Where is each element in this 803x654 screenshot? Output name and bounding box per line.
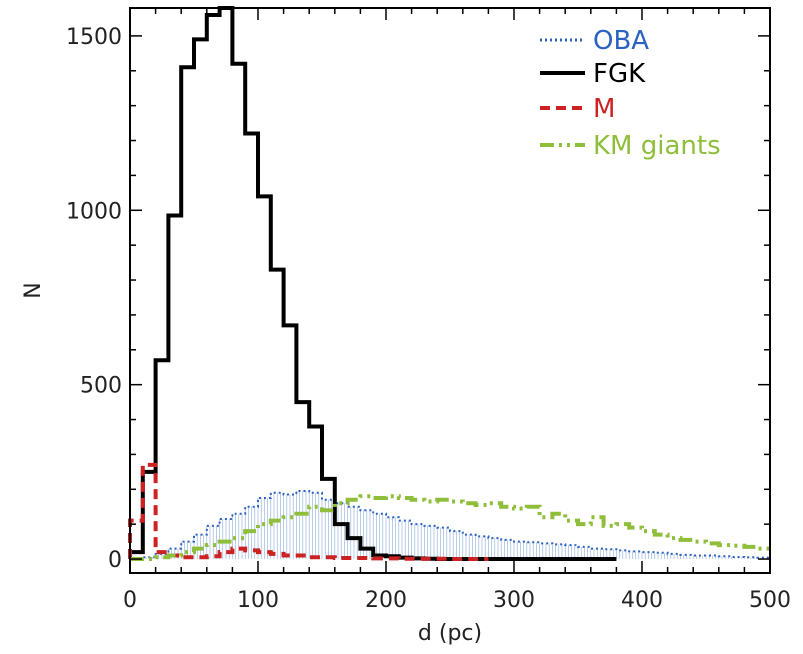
plot-frame <box>129 7 771 574</box>
legend-label: FGK <box>593 59 646 89</box>
series-oba <box>130 490 771 561</box>
x-tick-label: 0 <box>123 588 137 613</box>
x-tick-label: 500 <box>749 588 791 613</box>
x-axis-label: d (pc) <box>418 621 482 646</box>
y-tick-label: 1500 <box>66 25 122 50</box>
y-tick-label: 500 <box>80 374 122 399</box>
series-layer <box>128 6 771 562</box>
y-axis-label: N <box>21 282 46 298</box>
legend-label: M <box>593 94 615 124</box>
x-tick-label: 400 <box>621 588 663 613</box>
y-tick-label: 1000 <box>66 199 122 224</box>
x-tick-label: 100 <box>237 588 279 613</box>
legend-label: KM giants <box>593 131 721 161</box>
x-tick-label: 300 <box>493 588 535 613</box>
series-line <box>128 6 617 562</box>
series-fgk <box>128 6 617 562</box>
y-tick-label: 0 <box>108 548 122 573</box>
tick-labels-layer: 0 100 200 300 400 500 0 500 1000 1500 <box>66 25 791 613</box>
x-tick-label: 200 <box>365 588 407 613</box>
ticks-layer <box>129 8 771 573</box>
legend-label: OBA <box>593 26 649 56</box>
